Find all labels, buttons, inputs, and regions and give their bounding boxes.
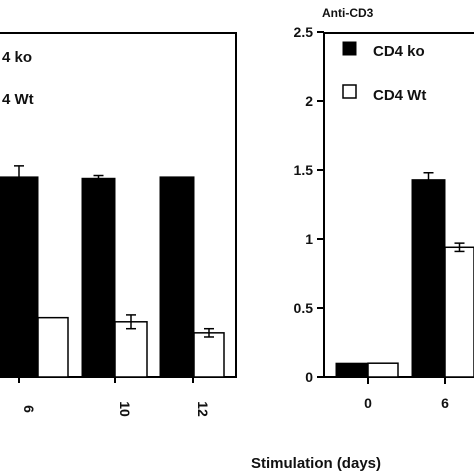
- left-errorbar-wt: [204, 327, 214, 338]
- left-x-ticks: 6 10 12: [18, 377, 211, 417]
- right-bar-ko: [335, 362, 369, 378]
- left-bars: [0, 165, 225, 378]
- right-bar-ko: [411, 179, 446, 378]
- left-panel: 4 ko 4 Wt 6 10 12: [0, 32, 237, 417]
- left-legend-ko-label: 4 ko: [2, 49, 32, 66]
- right-bar-wt: [367, 362, 399, 378]
- left-errorbar-ko: [14, 165, 24, 189]
- right-legend-ko-label: CD4 ko: [373, 43, 425, 60]
- right-legend-wt-swatch: [342, 84, 357, 99]
- right-x-tick-label: 6: [441, 395, 449, 411]
- left-bar-ko: [159, 176, 195, 378]
- right-panel-title: Anti-CD3: [322, 6, 374, 20]
- right-errorbar-ko: [423, 172, 434, 188]
- right-y-tick-label: 1.5: [294, 162, 314, 178]
- right-legend-wt-label: CD4 Wt: [373, 87, 426, 104]
- left-bar-wt: [193, 332, 225, 378]
- right-y-tick-label: 2.5: [294, 24, 314, 40]
- left-x-tick-label: 6: [21, 405, 37, 413]
- left-errorbar-wt: [126, 314, 136, 330]
- right-legend-ko-swatch: [342, 41, 357, 56]
- left-bar-wt: [114, 321, 148, 378]
- right-bars: [335, 172, 474, 378]
- right-legend: CD4 ko CD4 Wt: [342, 41, 426, 104]
- left-bar-ko: [0, 176, 39, 378]
- right-y-ticks: 0 0.5 1 1.5 2 2.5: [294, 24, 324, 385]
- right-x-tick-label: 0: [364, 395, 372, 411]
- left-bar-wt: [37, 316, 69, 378]
- left-errorbar-ko: [93, 174, 104, 182]
- right-y-tick-label: 0: [305, 369, 313, 385]
- left-x-tick-label: 10: [117, 401, 133, 417]
- right-bar-wt: [444, 246, 474, 378]
- x-axis-label: Stimulation (days): [251, 455, 381, 472]
- right-y-tick-label: 0.5: [294, 300, 314, 316]
- left-legend-wt-label: 4 Wt: [2, 91, 34, 108]
- left-x-tick-label: 12: [195, 401, 211, 417]
- right-y-tick-label: 2: [305, 93, 313, 109]
- right-y-tick-label: 1: [305, 231, 313, 247]
- right-errorbar-wt: [454, 242, 465, 253]
- left-bar-ko: [81, 177, 116, 378]
